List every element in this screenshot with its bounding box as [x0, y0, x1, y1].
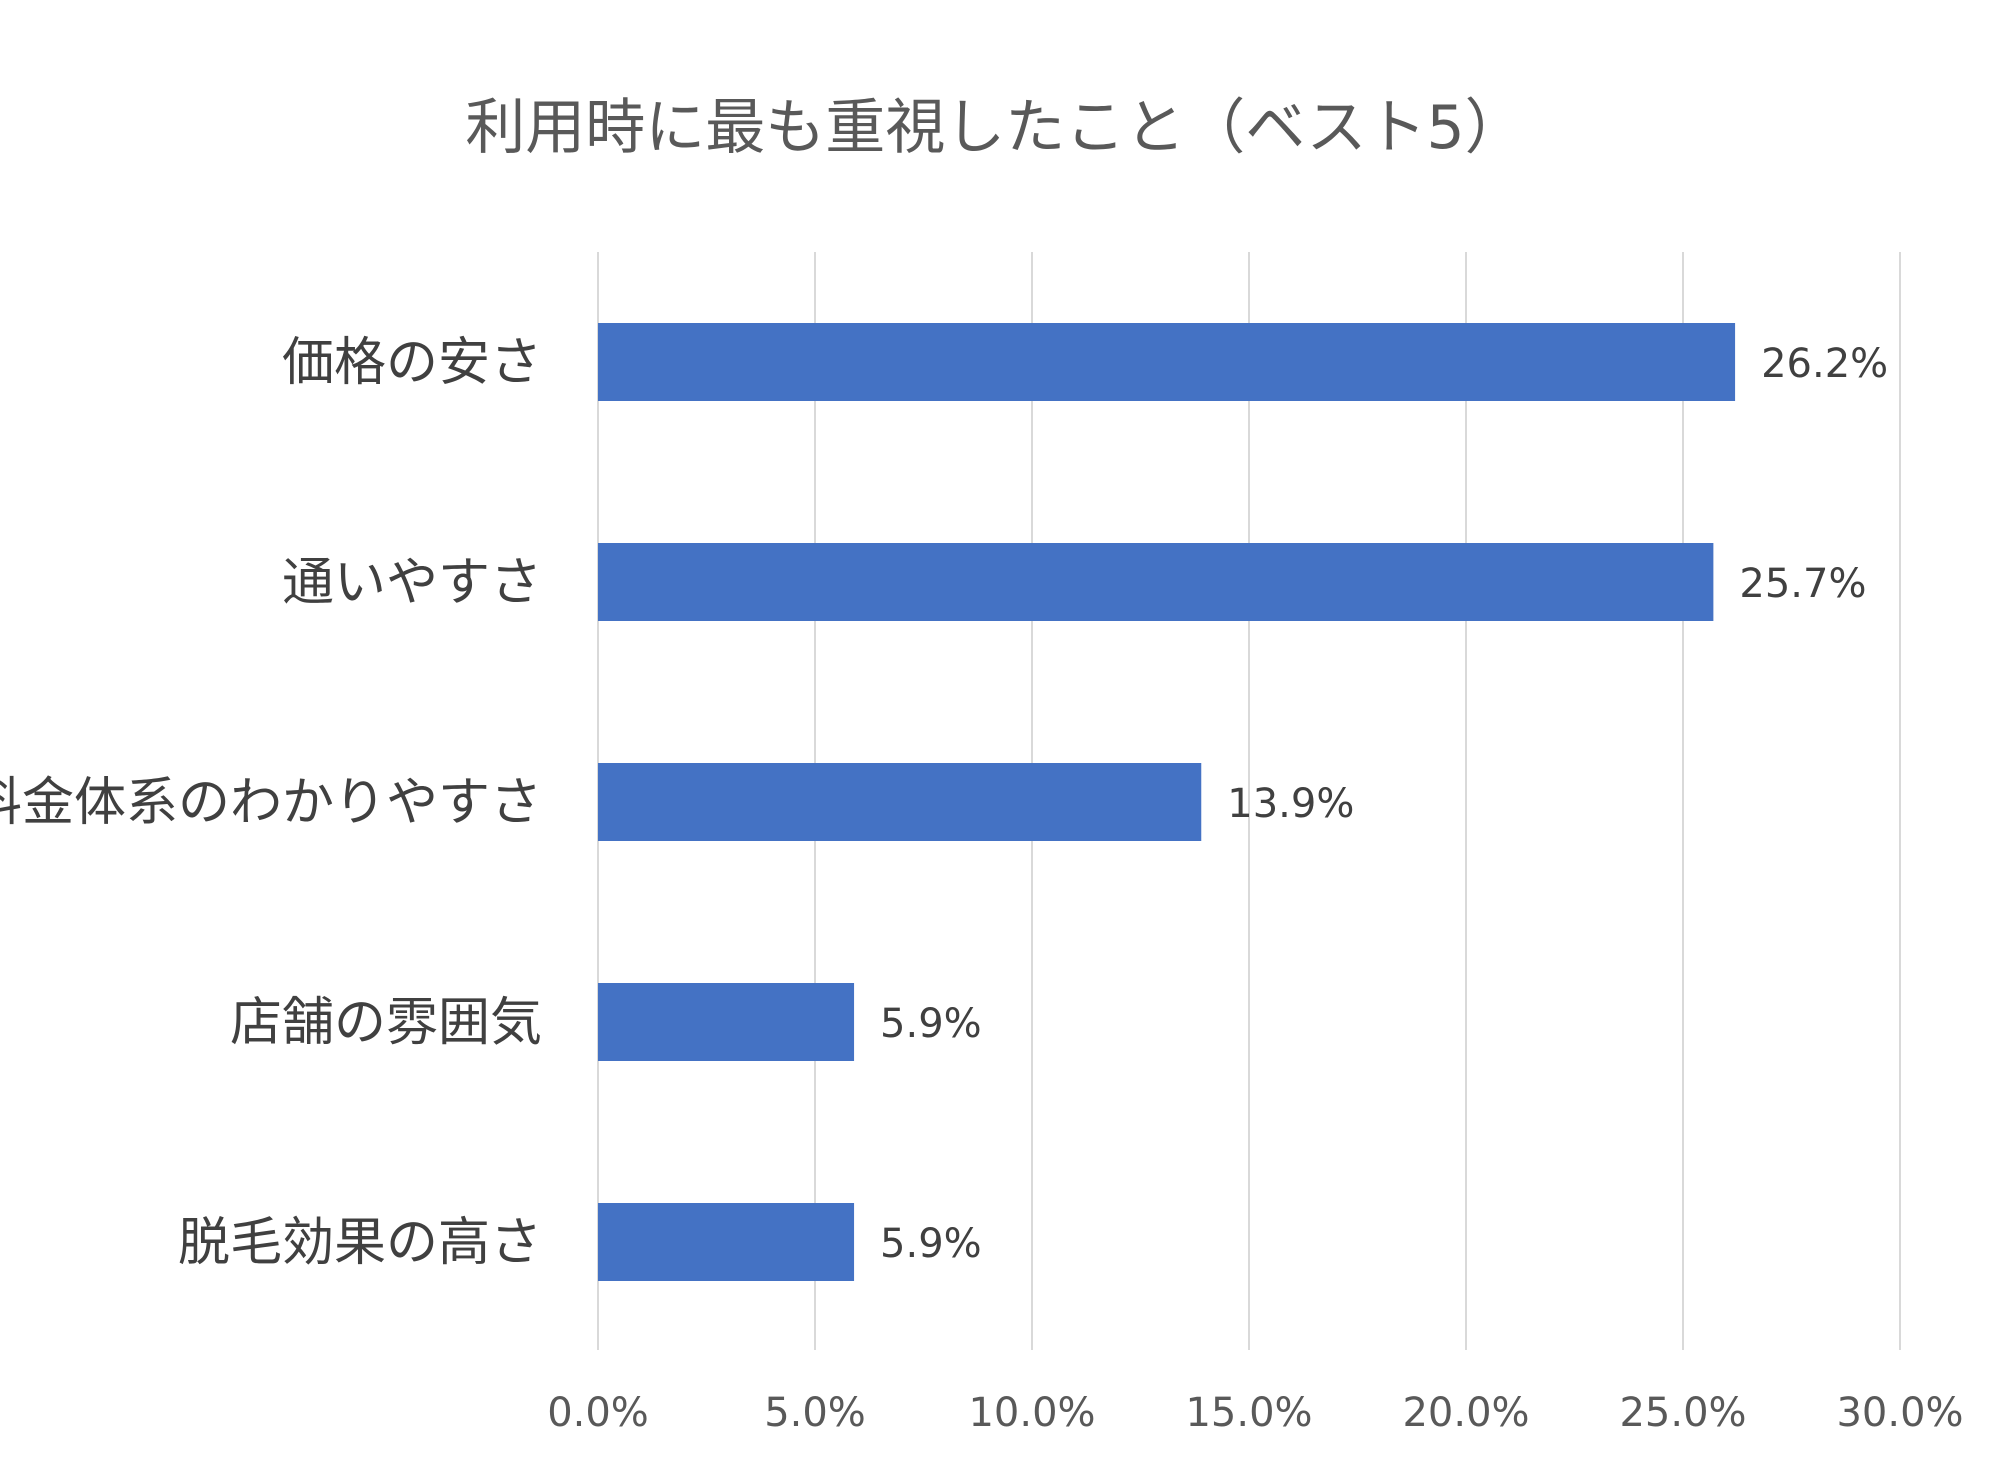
x-tick-label: 30.0% [1836, 1390, 1963, 1436]
x-tick-label: 0.0% [547, 1390, 649, 1436]
category-label: 料金体系のわかりやすさ [0, 773, 542, 833]
category-label: 価格の安さ [282, 333, 542, 393]
bar-1 [598, 543, 1714, 621]
category-label: 脱毛効果の高さ [178, 1213, 542, 1273]
bar-4 [598, 1203, 855, 1281]
data-label: 13.9% [1227, 781, 1354, 827]
x-tick-label: 5.0% [764, 1390, 866, 1436]
bar-0 [598, 323, 1736, 401]
category-label: 通いやすさ [282, 553, 542, 613]
chart-title: 利用時に最も重視したこと（ベスト5） [465, 93, 1524, 163]
bar-3 [598, 983, 855, 1061]
x-axis-ticks: 0.0% 5.0% 10.0% 15.0% 20.0% 25.0% 30.0% [547, 1390, 1963, 1436]
bar-2 [598, 763, 1202, 841]
category-label: 店舗の雰囲気 [230, 993, 542, 1053]
data-label: 5.9% [880, 1221, 982, 1267]
x-tick-label: 15.0% [1185, 1390, 1312, 1436]
x-tick-label: 20.0% [1402, 1390, 1529, 1436]
data-labels: 26.2% 25.7% 13.9% 5.9% 5.9% [880, 341, 1888, 1267]
data-label: 25.7% [1739, 561, 1866, 607]
x-tick-label: 25.0% [1619, 1390, 1746, 1436]
data-label: 5.9% [880, 1001, 982, 1047]
data-label: 26.2% [1761, 341, 1888, 387]
bars [598, 323, 1736, 1281]
x-tick-label: 10.0% [968, 1390, 1095, 1436]
